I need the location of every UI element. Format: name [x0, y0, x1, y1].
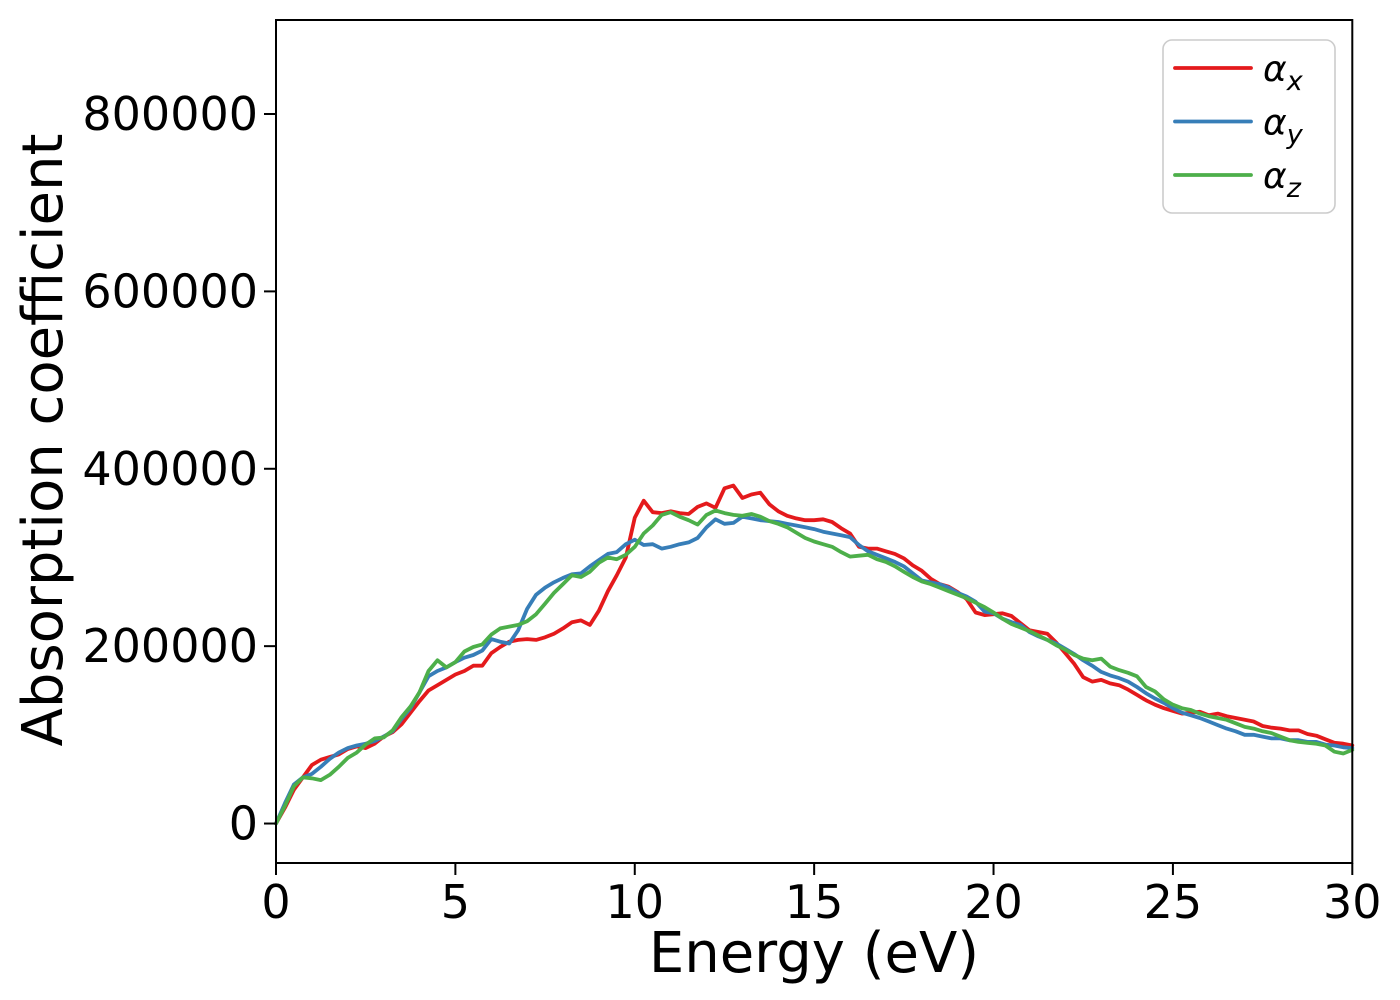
x-tick-label: 25	[1144, 875, 1203, 929]
series-line-alpha_y	[274, 514, 1355, 826]
y-tick-label: 200000	[82, 619, 258, 673]
legend-box: αx αy αz	[1162, 39, 1336, 214]
x-tick-label: 5	[441, 875, 470, 929]
y-tick-label: 400000	[82, 442, 258, 496]
series-line-alpha_z	[274, 508, 1355, 826]
series-line-alpha_x	[274, 483, 1355, 826]
x-tick-label: 20	[964, 875, 1023, 929]
x-tick-label: 10	[605, 875, 664, 929]
legend-frame	[1162, 39, 1336, 214]
legend-label-alpha_x: αx	[1263, 49, 1304, 97]
x-tick-label: 15	[785, 875, 844, 929]
x-axis-label: Energy (eV)	[649, 921, 979, 986]
x-tick-label: 0	[261, 875, 290, 929]
legend-label-alpha_y: αy	[1263, 103, 1304, 151]
y-tick-label: 600000	[82, 264, 258, 318]
legend-label-alpha_z: αz	[1263, 156, 1302, 204]
axes-group: 0 5 10 15 20 25 30 0 200000 400000 600000 800000	[82, 19, 1382, 929]
y-axis-label: Absorption coefficient	[11, 134, 76, 747]
x-tick-label: 30	[1323, 875, 1382, 929]
series-group	[274, 483, 1355, 826]
y-tick-label: 0	[229, 797, 258, 851]
y-tick-label: 800000	[82, 87, 258, 141]
